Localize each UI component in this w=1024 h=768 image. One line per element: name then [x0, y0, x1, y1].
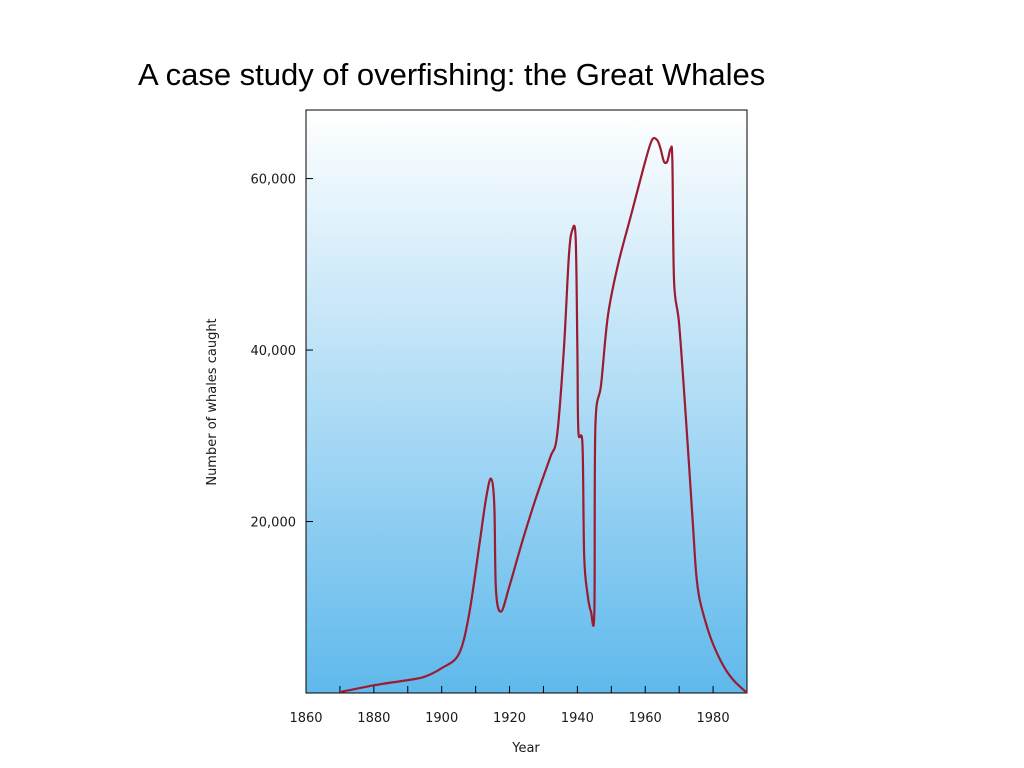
series-line: [339, 136, 748, 694]
x-tick-label: 1860: [289, 711, 322, 726]
y-axis-ticks: 20,000 40,000 60,000: [251, 173, 313, 531]
x-tick-label: 1880: [357, 711, 390, 726]
x-tick-label: 1960: [629, 711, 662, 726]
x-axis-ticks: 1860 1880 1900 1920 1940 1960 1980: [289, 686, 730, 726]
y-tick-label: 20,000: [251, 516, 297, 531]
x-tick-label: 1980: [697, 711, 730, 726]
x-tick-label: 1940: [561, 711, 594, 726]
y-tick-label: 60,000: [251, 173, 297, 188]
plot-area: [305, 109, 748, 694]
series-layer: [339, 136, 748, 694]
x-axis-title: Year: [511, 741, 540, 756]
slide-title: A case study of overfishing: the Great W…: [138, 57, 766, 92]
y-axis-title: Number of whales caught: [205, 318, 220, 485]
x-tick-label: 1900: [425, 711, 458, 726]
y-tick-label: 40,000: [251, 344, 297, 359]
x-tick-label: 1920: [493, 711, 526, 726]
